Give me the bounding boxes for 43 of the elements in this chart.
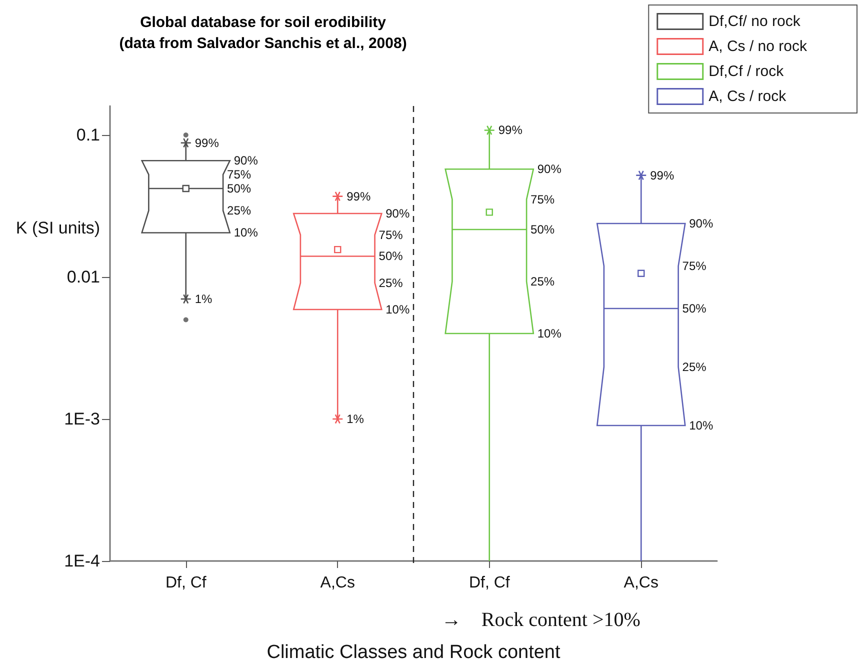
chart-subtitle: (data from Salvador Sanchis et al., 2008) xyxy=(119,35,407,52)
annotation: 50% xyxy=(682,301,707,316)
annotation: 90% xyxy=(234,154,258,168)
x-axis-title: Climatic Classes and Rock content xyxy=(266,642,561,663)
legend-label: Df,Cf / rock xyxy=(708,63,784,80)
annotation: 75% xyxy=(682,259,707,274)
annotation: 75% xyxy=(227,168,252,182)
annotation: 90% xyxy=(386,206,410,220)
annotation: 10% xyxy=(234,226,258,240)
annotation: 25% xyxy=(682,360,707,374)
y-axis-title: K (SI units) xyxy=(16,218,100,238)
annotation: 90% xyxy=(537,162,562,176)
annotation: 75% xyxy=(378,228,404,242)
annotation: 10% xyxy=(386,302,410,317)
annotation: 10% xyxy=(537,326,562,340)
legend-label: A, Cs / no rock xyxy=(708,38,808,55)
annotation: 25% xyxy=(378,276,404,290)
annotation: 50% xyxy=(378,249,404,264)
annotation: 99% xyxy=(346,189,371,204)
legend-label: A, Cs / rock xyxy=(708,88,787,105)
annotation: 50% xyxy=(530,222,555,236)
annotation: 99% xyxy=(498,123,523,138)
annotation: 25% xyxy=(530,274,555,288)
annotation: 25% xyxy=(227,204,252,218)
y-tick-label: 0.1 xyxy=(76,125,100,144)
annotation: 10% xyxy=(689,418,714,432)
text: → Rock content >10% xyxy=(441,609,640,631)
annotation: 90% xyxy=(689,216,714,231)
annotation: 75% xyxy=(530,192,555,206)
y-tick-label: 1E-4 xyxy=(64,552,100,570)
x-tick-label: A,Cs xyxy=(320,574,355,592)
x-tick-label: Df, Cf xyxy=(468,574,510,592)
annotation: 1% xyxy=(346,412,364,426)
annotation: 1% xyxy=(194,292,213,306)
chart-title: Global database for soil erodibility xyxy=(140,14,387,31)
legend-label: Df,Cf/ no rock xyxy=(708,13,801,30)
annotation: 99% xyxy=(650,168,674,182)
y-tick-label: 0.01 xyxy=(66,267,100,286)
x-tick-label: Df, Cf xyxy=(165,574,207,592)
annotation: 50% xyxy=(227,181,252,196)
y-tick-label: 1E-3 xyxy=(64,409,100,428)
annotation: 99% xyxy=(194,136,220,150)
x-tick-label: A,Cs xyxy=(624,574,658,592)
